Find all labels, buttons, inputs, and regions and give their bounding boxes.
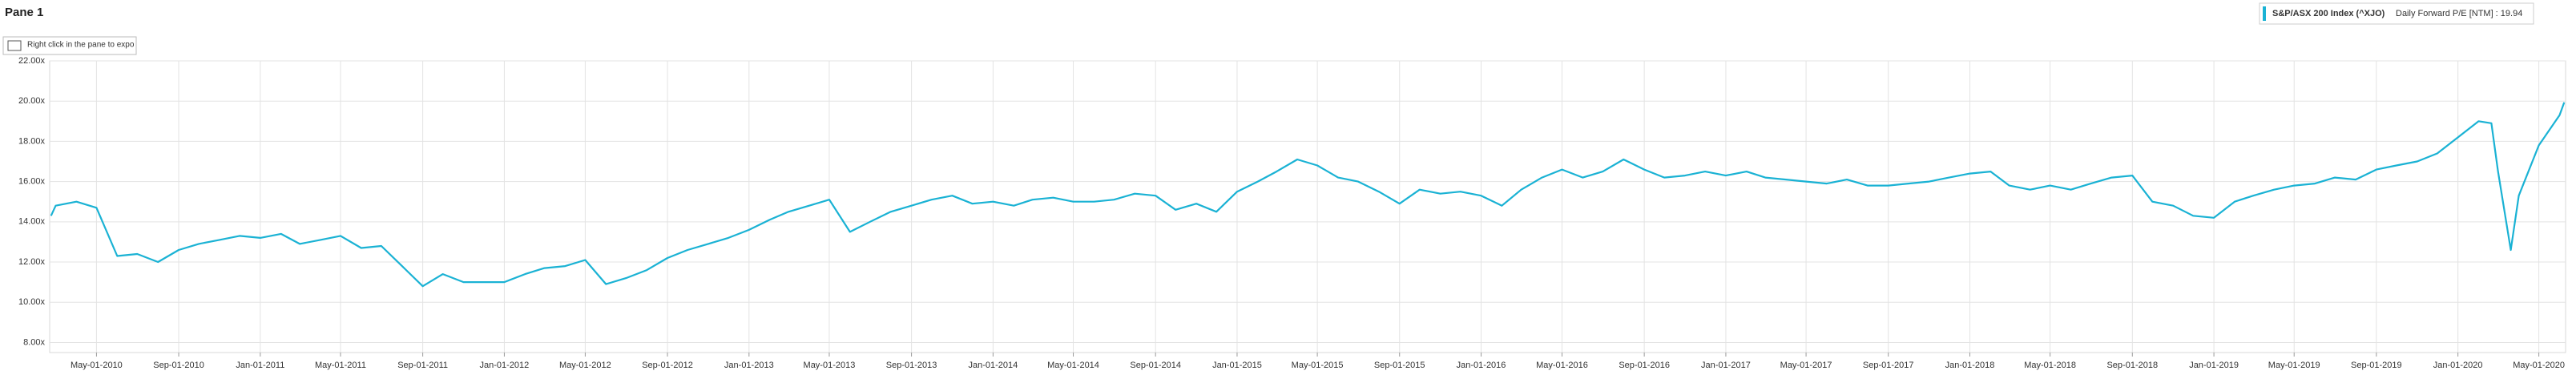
y-tick-label: 10.00x <box>18 297 46 307</box>
x-tick-label: May-01-2019 <box>2268 361 2320 370</box>
x-tick-label: Sep-01-2017 <box>1863 361 1914 370</box>
y-tick-label: 12.00x <box>18 257 46 267</box>
y-tick-label: 18.00x <box>18 136 46 146</box>
x-tick-label: May-01-2010 <box>71 361 123 370</box>
y-tick-label: 16.00x <box>18 177 46 187</box>
x-tick-label: Jan-01-2013 <box>724 361 774 370</box>
x-tick-label: Sep-01-2015 <box>1374 361 1425 370</box>
x-tick-label: May-01-2017 <box>1780 361 1832 370</box>
y-tick-label: 8.00x <box>23 337 45 347</box>
x-tick-label: May-01-2011 <box>315 361 366 370</box>
x-tick-label: May-01-2018 <box>2024 361 2076 370</box>
legend-swatch <box>2263 6 2266 21</box>
x-tick-label: Sep-01-2016 <box>1619 361 1670 370</box>
y-tick-label: 20.00x <box>18 96 46 106</box>
pane-title: Pane 1 <box>5 6 43 19</box>
legend-frame <box>2259 2 2534 25</box>
hint-icon <box>7 40 22 51</box>
x-tick-label: May-01-2012 <box>559 361 611 370</box>
x-tick-label: May-01-2020 <box>2513 361 2565 370</box>
x-tick-label: Jan-01-2019 <box>2189 361 2239 370</box>
legend-series: S&P/ASX 200 Index (^XJO) <box>2272 9 2385 18</box>
x-tick-label: Sep-01-2019 <box>2351 361 2402 370</box>
y-tick-label: 14.00x <box>18 217 46 227</box>
x-tick-label: Jan-01-2017 <box>1701 361 1751 370</box>
legend: S&P/ASX 200 Index (^XJO) Daily Forward P… <box>2259 2 2534 25</box>
x-tick-label: Sep-01-2011 <box>397 361 448 370</box>
x-tick-label: Jan-01-2020 <box>2433 361 2483 370</box>
x-tick-label: Sep-01-2013 <box>886 361 937 370</box>
plot-frame <box>49 60 2566 353</box>
legend-detail: Daily Forward P/E [NTM] : 19.94 <box>2396 9 2522 18</box>
x-tick-label: Jan-01-2011 <box>236 361 284 370</box>
hint-frame <box>2 36 137 55</box>
x-tick-label: Jan-01-2014 <box>969 361 1018 370</box>
x-tick-label: Jan-01-2016 <box>1457 361 1506 370</box>
hint-text: Right click in the pane to export and fo… <box>27 41 215 50</box>
hint-box[interactable]: Right click in the pane to export and fo… <box>2 36 215 55</box>
series-line <box>50 102 2566 288</box>
x-tick-label: Sep-01-2018 <box>2106 361 2158 370</box>
x-tick-label: Sep-01-2010 <box>153 361 204 370</box>
x-tick-label: Jan-01-2012 <box>480 361 530 370</box>
x-tick-label: Sep-01-2014 <box>1130 361 1181 370</box>
x-tick-label: Jan-01-2015 <box>1212 361 1262 370</box>
x-tick-label: Jan-01-2018 <box>1945 361 1995 370</box>
x-tick-label: May-01-2013 <box>804 361 856 370</box>
x-tick-label: May-01-2016 <box>1536 361 1588 370</box>
x-tick-label: May-01-2015 <box>1292 361 1344 370</box>
x-tick-label: May-01-2014 <box>1047 361 1099 370</box>
y-tick-label: 22.00x <box>18 56 46 66</box>
x-tick-label: Sep-01-2012 <box>642 361 693 370</box>
